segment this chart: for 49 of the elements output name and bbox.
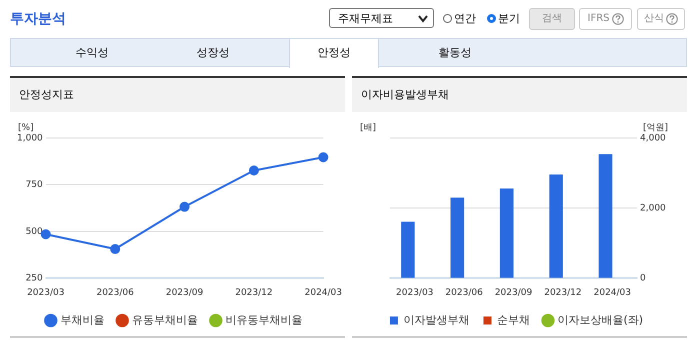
- text: 수익성: [74, 45, 110, 61]
- x-tick-label: 2023/06: [96, 288, 134, 298]
- text: 성장성: [196, 45, 230, 61]
- y-tick-label: 750: [26, 180, 44, 190]
- x-tick-label: 2023/03: [396, 288, 434, 298]
- text: 분기: [498, 11, 520, 26]
- bar: [500, 188, 514, 278]
- text: 주재무제표: [329, 8, 434, 28]
- x-tick-label: 2023/12: [235, 288, 273, 298]
- x-tick-label: 2024/03: [304, 288, 342, 298]
- legend-label: 유동부채비율: [132, 313, 198, 326]
- text: 투자분석: [10, 10, 66, 28]
- y2-tick-label: 4,000: [640, 133, 666, 144]
- legend-label: 이자보상배율(좌): [557, 313, 644, 326]
- bar: [450, 198, 464, 278]
- text: 활동성: [438, 45, 472, 61]
- legend-label: 비유동부채비율: [225, 313, 302, 326]
- chart-title: 이자비용발생부채: [352, 78, 687, 112]
- legend-label: 이자발생부채: [403, 313, 470, 326]
- y-axis-title: [배]: [360, 122, 376, 133]
- legend-label: 부채비율: [60, 313, 104, 326]
- x-tick-label: 2023/06: [445, 288, 484, 298]
- x-tick-label: 2023/03: [27, 288, 64, 298]
- y-tick-label: 250: [26, 274, 44, 284]
- text: 안정성: [289, 38, 379, 68]
- x-tick-label: 2023/09: [166, 288, 204, 298]
- point: [180, 202, 190, 212]
- point: [318, 152, 328, 162]
- chart-title: 안정성지표: [10, 78, 345, 112]
- y-tick-label: 500: [26, 226, 44, 237]
- text: 연간: [454, 11, 476, 26]
- legend-label: 순부채: [496, 313, 530, 326]
- point: [110, 244, 120, 254]
- x-tick-label: 2024/03: [594, 288, 631, 298]
- point: [40, 229, 51, 240]
- y2-tick-label: 2,000: [640, 203, 666, 214]
- y2-axis-title: [억원]: [643, 122, 668, 133]
- bar: [401, 222, 415, 278]
- point: [248, 166, 259, 176]
- bar: [598, 154, 612, 278]
- text: IFRS: [588, 12, 610, 26]
- y2-tick-label: 0: [640, 274, 646, 284]
- text: 검색: [529, 8, 575, 30]
- text: 산식: [644, 12, 664, 26]
- y-axis-title: [%]: [18, 122, 34, 133]
- x-tick-label: 2023/12: [544, 288, 582, 298]
- x-tick-label: 2023/09: [494, 288, 532, 298]
- bar: [549, 174, 563, 278]
- y-tick-label: 1,000: [17, 133, 44, 144]
